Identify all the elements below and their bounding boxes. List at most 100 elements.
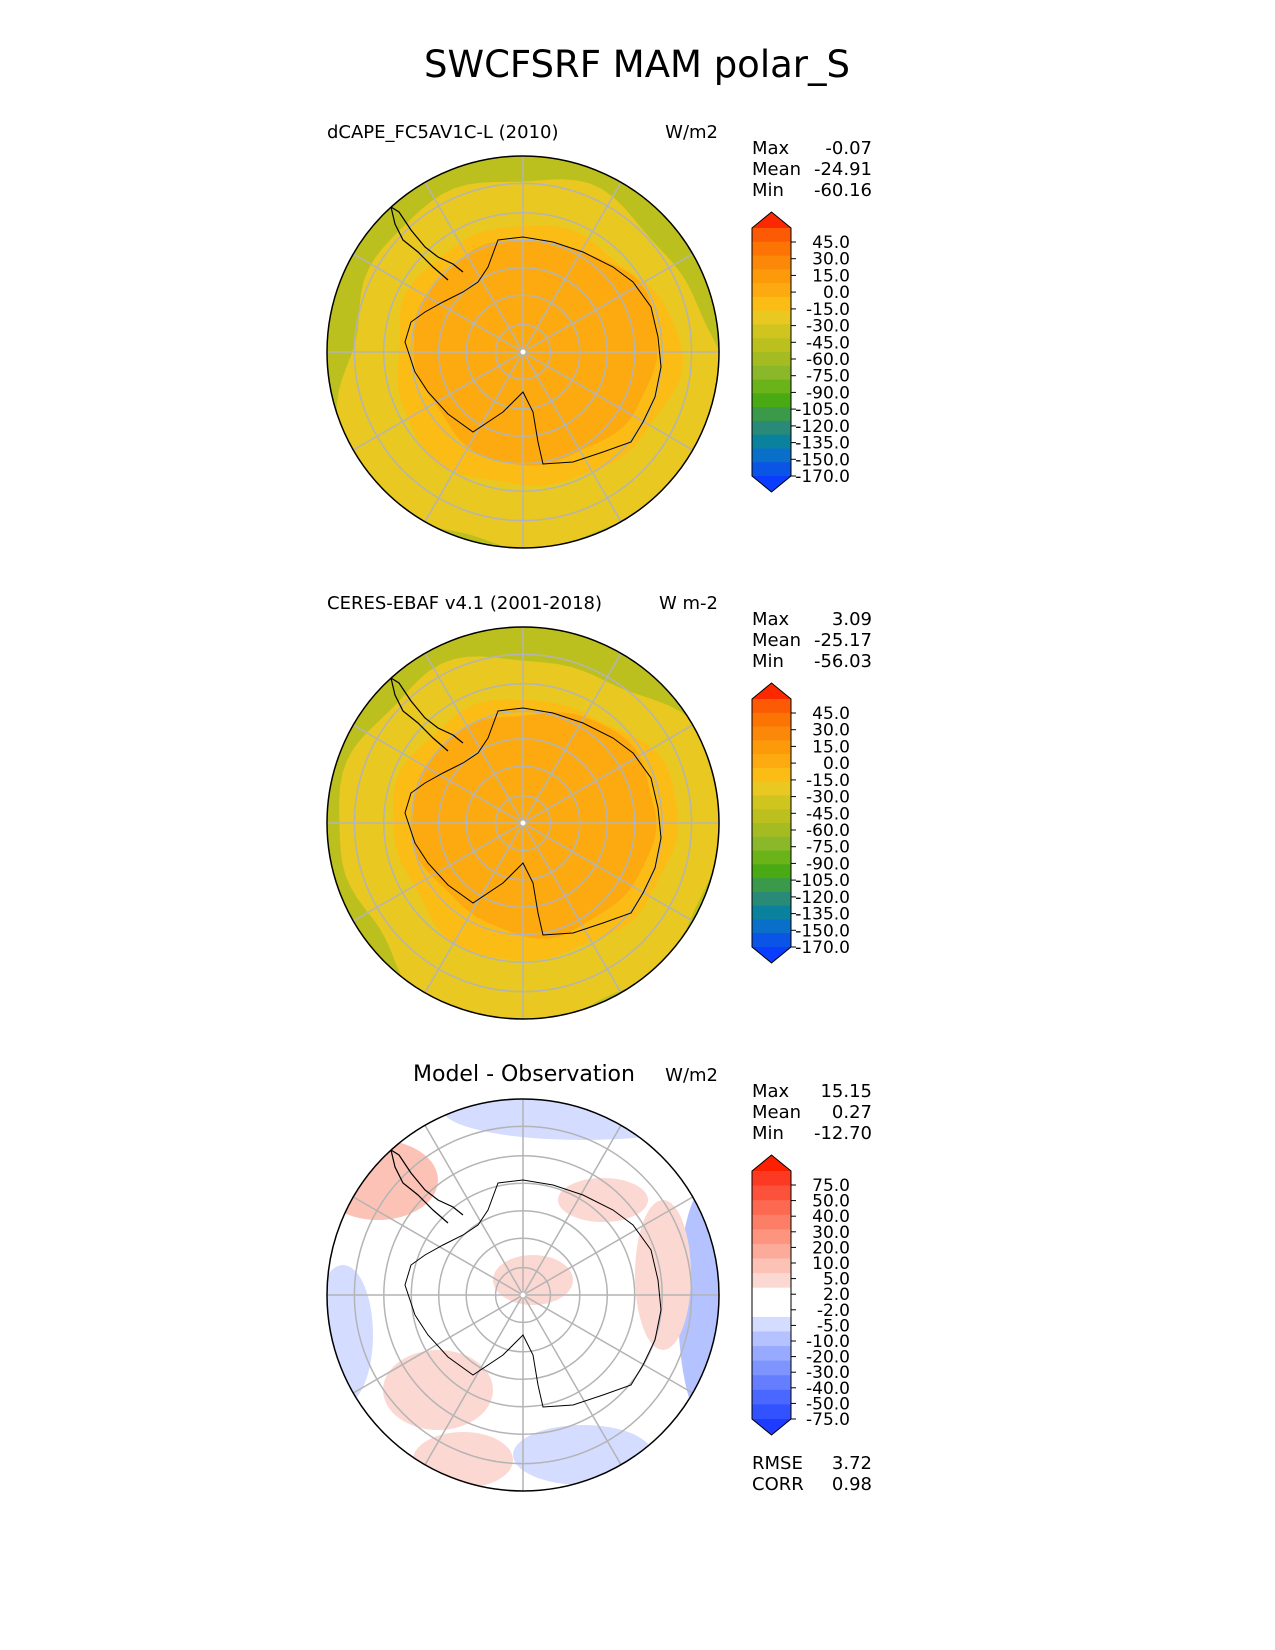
- colorbar-swatch: [752, 781, 791, 797]
- stat-value-max: 3.09: [832, 609, 872, 630]
- colorbar-tick-label: -170.0: [795, 467, 850, 487]
- stat-value-max: -0.07: [825, 138, 872, 159]
- field-pos-east: [635, 1200, 691, 1350]
- colorbar-swatch: [752, 1316, 791, 1333]
- stat-label-min: Min: [752, 1123, 784, 1144]
- colorbar-swatch: [752, 1243, 791, 1260]
- colorbar-tick-label: -60.0: [806, 821, 850, 841]
- map-boundary: [326, 1098, 720, 1492]
- colorbar-swatch: [752, 1346, 791, 1362]
- panel-test: dCAPE_FC5AV1C-L (2010) W/m2 Max -0.07 Mean -2…: [326, 122, 872, 549]
- stat-value-min: -60.16: [814, 180, 872, 201]
- colorbar-tick-label: 5.0: [823, 1270, 850, 1290]
- coastline: [404, 236, 662, 465]
- colorbar-swatch: [752, 1404, 791, 1420]
- panel-title: CERES-EBAF v4.1 (2001-2018): [327, 593, 602, 614]
- field-land: [413, 240, 658, 466]
- colorbar-swatch: [752, 407, 791, 422]
- colorbar-tick-label: 15.0: [812, 737, 850, 757]
- colorbar-tick-label: 15.0: [812, 266, 850, 286]
- field-neg-west: [327, 1265, 373, 1405]
- colorbar-swatch: [752, 905, 791, 921]
- colorbar-swatch: [752, 338, 791, 353]
- colorbar-tick-label: -105.0: [795, 871, 850, 891]
- stat-value-corr: 0.98: [832, 1474, 872, 1495]
- colorbar-swatch: [752, 740, 791, 755]
- panel-diff: Model - Observation W/m2 Max 15.15 Mean 0.27 M…: [326, 1062, 872, 1495]
- colorbar-swatch: [752, 379, 791, 394]
- stat-value-max: 15.15: [820, 1081, 872, 1102]
- colorbar-tick-label: -150.0: [795, 921, 850, 941]
- colorbar-tick-label: 40.0: [812, 1207, 850, 1227]
- coastline: [404, 1179, 662, 1408]
- panel-title: Model - Observation: [413, 1062, 635, 1087]
- colorbar-swatch: [752, 726, 791, 741]
- colorbar-tick-label: 45.0: [812, 233, 850, 253]
- colorbar-extend-max: [752, 683, 791, 699]
- stat-label-mean: Mean: [752, 1102, 801, 1123]
- colorbar-extend-min: [752, 476, 791, 492]
- colorbar-swatch: [752, 393, 791, 408]
- stat-label-min: Min: [752, 651, 784, 672]
- colorbar-tick-label: 0.0: [823, 283, 850, 303]
- colorbar-tick-label: -135.0: [795, 905, 850, 925]
- colorbar-swatch: [752, 420, 791, 436]
- colorbar-swatch: [752, 712, 791, 728]
- field-land: [412, 712, 657, 939]
- field-pos-southwest: [383, 1350, 493, 1430]
- map-boundary: [326, 155, 720, 549]
- polar-map: [327, 1099, 719, 1491]
- colorbar-swatch: [752, 462, 791, 477]
- pole-marker: [520, 820, 526, 826]
- colorbar-swatch: [752, 1287, 791, 1303]
- stat-value-min: -12.70: [814, 1123, 872, 1144]
- colorbar-swatch: [752, 448, 791, 463]
- stat-label-mean: Mean: [752, 159, 801, 180]
- colorbar-swatch: [752, 296, 791, 312]
- colorbar-tick-label: 10.0: [812, 1254, 850, 1274]
- colorbar-tick-label: -90.0: [806, 383, 850, 403]
- colorbar-swatch: [752, 1302, 791, 1318]
- colorbar-extend-max: [752, 212, 791, 228]
- colorbar-swatch: [752, 809, 791, 824]
- colorbar-swatch: [752, 933, 791, 948]
- colorbar-tick-label: -75.0: [806, 1410, 850, 1430]
- colorbar-swatch: [752, 767, 791, 783]
- colorbar-tick-label: -75.0: [806, 838, 850, 858]
- colorbar-swatch: [752, 754, 791, 769]
- colorbar-extend-min: [752, 1419, 791, 1435]
- colorbar-swatch: [752, 1229, 791, 1245]
- stat-value-mean: -25.17: [814, 630, 872, 651]
- colorbar-tick-label: -30.0: [806, 1363, 850, 1383]
- colorbar-tick-label: -105.0: [795, 400, 850, 420]
- colorbar: 45.030.015.00.0-15.0-30.0-45.0-60.0-75.0…: [751, 682, 850, 964]
- colorbar-tick-label: -60.0: [806, 350, 850, 370]
- colorbar-tick-label: -5.0: [817, 1316, 850, 1336]
- colorbar-tick-label: 30.0: [812, 250, 850, 270]
- pole-marker: [520, 1292, 526, 1298]
- polar-map: [327, 156, 719, 548]
- polar-map: [327, 627, 719, 1019]
- stat-value-min: -56.03: [814, 651, 872, 672]
- colorbar-tick-label: -45.0: [806, 804, 850, 824]
- panels: dCAPE_FC5AV1C-L (2010) W/m2 Max -0.07 Mean -2…: [326, 122, 872, 1495]
- peninsula-coastline: [390, 205, 464, 281]
- stat-value-rmse: 3.72: [832, 1453, 872, 1474]
- stat-label-max: Max: [752, 138, 790, 159]
- peninsula-coastline: [390, 1148, 464, 1224]
- peninsula-coastline: [390, 676, 464, 752]
- colorbar-tick-label: 50.0: [812, 1192, 850, 1212]
- stat-label-rmse: RMSE: [752, 1453, 803, 1474]
- colorbar-swatch: [752, 1200, 791, 1216]
- colorbar-tick-label: -170.0: [795, 938, 850, 958]
- figure-title: SWCFSRF MAM polar_S: [424, 43, 850, 86]
- colorbar-tick-label: -30.0: [806, 317, 850, 337]
- stat-value-mean: -24.91: [814, 159, 872, 180]
- stat-label-mean: Mean: [752, 630, 801, 651]
- colorbar-swatch: [752, 324, 791, 339]
- colorbar-tick-label: -120.0: [795, 888, 850, 908]
- colorbar: 75.050.040.030.020.010.05.02.0-2.0-5.0-1…: [751, 1154, 850, 1436]
- stat-label-corr: CORR: [752, 1474, 804, 1495]
- stat-label-max: Max: [752, 1081, 790, 1102]
